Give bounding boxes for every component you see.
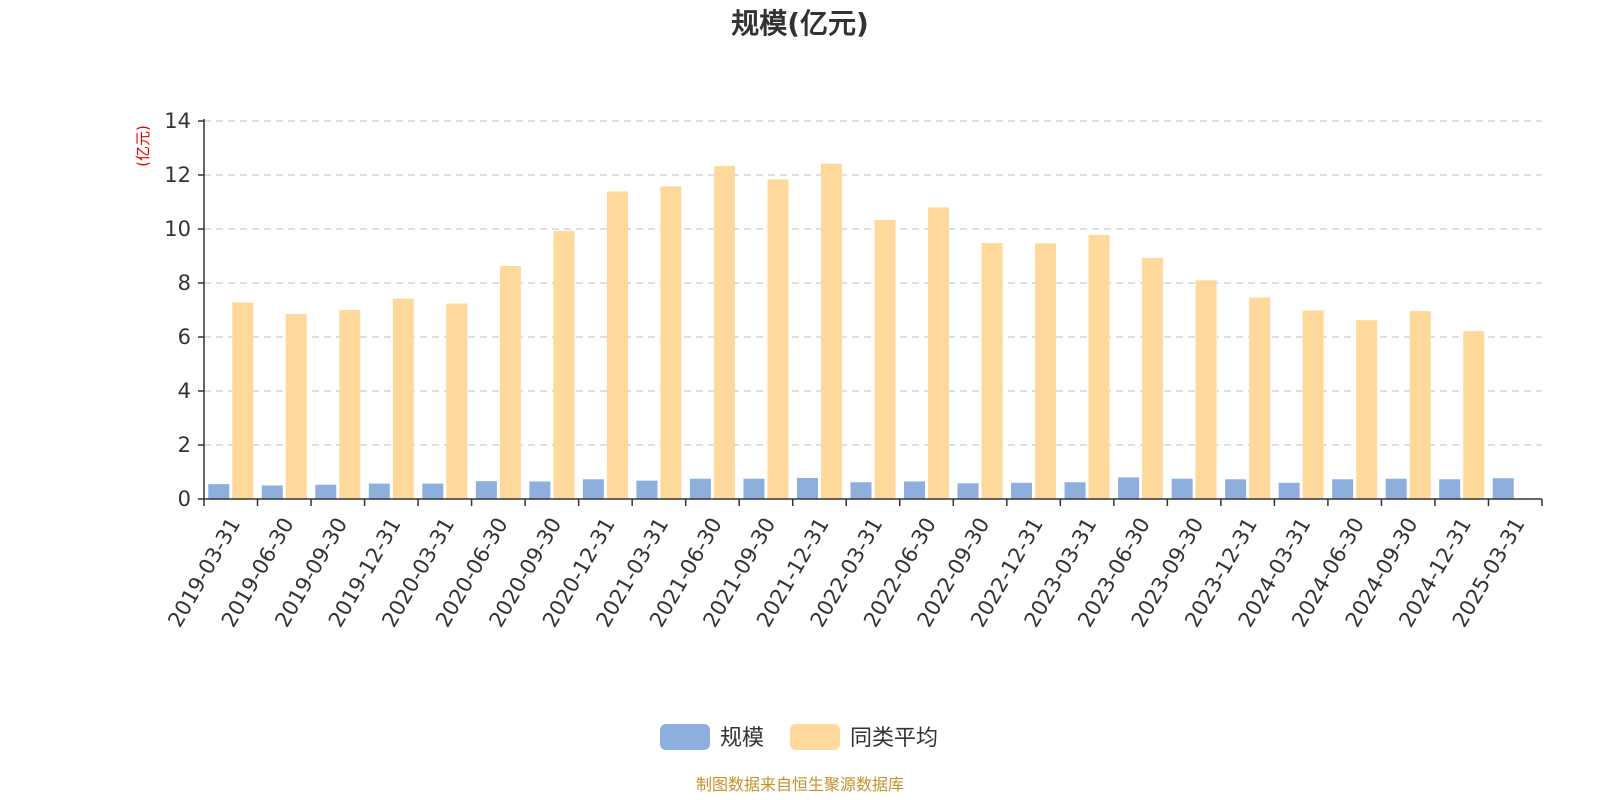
- bar-peer-average: [713, 166, 735, 499]
- axes: 024681012142019-03-312019-06-302019-09-3…: [163, 109, 1543, 631]
- bar-scale: [1439, 479, 1461, 499]
- bar-peer-average: [1409, 311, 1431, 499]
- bar-peer-average: [232, 302, 254, 499]
- bar-peer-average: [1088, 234, 1110, 499]
- bar-scale: [1385, 478, 1407, 499]
- legend-label: 同类平均: [850, 726, 938, 751]
- bar-peer-average: [499, 265, 521, 499]
- bar-peer-average: [1195, 280, 1217, 499]
- bar-peer-average: [928, 207, 950, 499]
- y-axis-unit-label: (亿元): [134, 125, 152, 167]
- y-tick-label: 2: [178, 433, 191, 457]
- bar-peer-average: [874, 220, 896, 499]
- bar-peer-average: [981, 243, 1003, 499]
- bar-peer-average: [1463, 331, 1485, 499]
- bar-peer-average: [285, 314, 307, 499]
- bar-peer-average: [1035, 243, 1057, 499]
- bar-scale: [1064, 482, 1086, 499]
- bar-scale: [1225, 479, 1247, 499]
- gridlines: [204, 120, 1542, 446]
- bar-scale: [261, 485, 283, 499]
- bar-peer-average: [660, 186, 682, 499]
- bar-scale: [582, 479, 604, 499]
- bar-scale: [1492, 478, 1514, 499]
- chart-title: 规模(亿元): [731, 7, 869, 40]
- bar-scale: [904, 481, 926, 499]
- bar-peer-average: [820, 163, 842, 499]
- bar-scale: [208, 484, 230, 499]
- bar-peer-average: [1249, 297, 1271, 499]
- bar-scale: [1118, 477, 1140, 499]
- y-tick-label: 8: [178, 271, 191, 295]
- bar-scale: [1278, 482, 1300, 499]
- bar-scale: [315, 484, 337, 499]
- bar-peer-average: [767, 179, 789, 499]
- bar-scale: [422, 483, 444, 499]
- bar-scale: [1011, 482, 1033, 499]
- bar-scale: [796, 477, 818, 499]
- y-tick-label: 0: [178, 487, 191, 511]
- bar-scale: [743, 478, 765, 499]
- y-tick-label: 4: [178, 379, 191, 403]
- bar-scale: [475, 481, 497, 499]
- bar-scale: [636, 480, 658, 499]
- bar-scale: [529, 481, 551, 499]
- y-tick-label: 12: [164, 163, 191, 187]
- bar-peer-average: [606, 191, 628, 499]
- legend-swatch: [660, 724, 710, 750]
- bar-scale: [1171, 478, 1193, 499]
- y-tick-label: 10: [164, 217, 191, 241]
- bar-peer-average: [446, 303, 468, 499]
- bar-peer-average: [1302, 310, 1324, 499]
- bar-scale: [689, 478, 711, 499]
- bar-peer-average: [392, 298, 414, 499]
- legend-label: 规模: [720, 726, 764, 751]
- legend: 规模 同类平均: [660, 724, 938, 751]
- bar-scale: [957, 483, 979, 499]
- bar-peer-average: [1356, 320, 1378, 499]
- bar-scale: [368, 483, 390, 499]
- bar-peer-average: [339, 310, 361, 499]
- bar-scale: [1332, 479, 1354, 499]
- bar-peer-average: [1142, 257, 1164, 499]
- y-tick-label: 14: [164, 109, 191, 133]
- source-note: 制图数据来自恒生聚源数据库: [696, 775, 904, 794]
- bar-peer-average: [553, 230, 575, 499]
- bar-scale: [850, 482, 872, 499]
- legend-swatch: [790, 724, 840, 750]
- bars: [208, 163, 1514, 499]
- y-tick-label: 6: [178, 325, 191, 349]
